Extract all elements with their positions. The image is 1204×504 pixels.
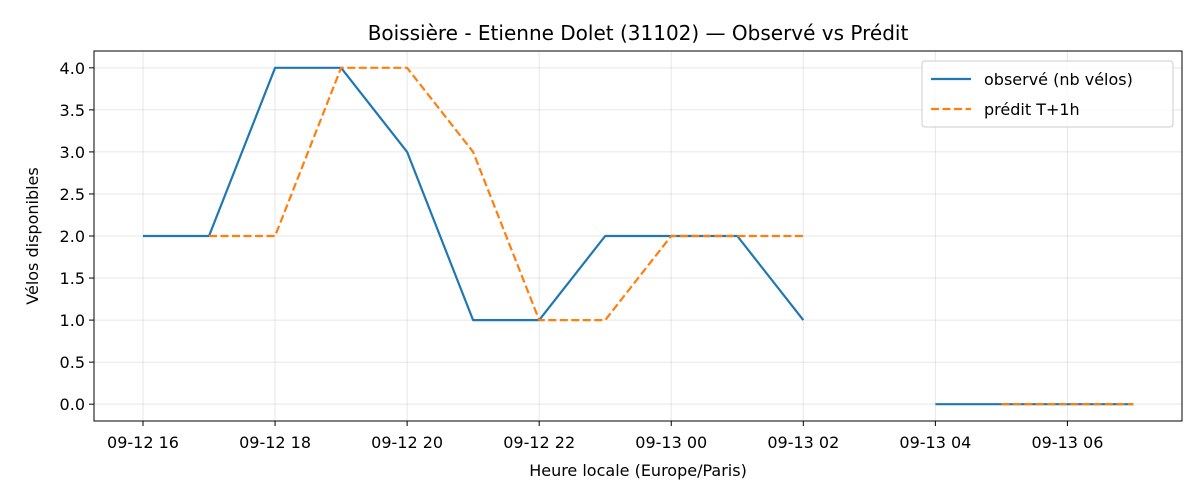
x-tick-label: 09-13 06 (1031, 433, 1103, 452)
series-line-predicted (209, 66, 1134, 406)
x-tick-label: 09-12 22 (503, 433, 575, 452)
x-tick-label: 09-12 20 (371, 433, 443, 452)
y-axis: 0.0 0.5 1.0 1.5 2.0 2.5 3.0 3.5 4.0 (60, 59, 94, 414)
y-tick-label: 0.5 (60, 353, 85, 372)
y-tick-label: 0.0 (60, 395, 85, 414)
legend-box (921, 60, 1174, 128)
x-axis-label: Heure locale (Europe/Paris) (529, 461, 747, 480)
grid (94, 51, 1182, 421)
y-axis-label: Vélos disponibles (23, 167, 42, 304)
chart-title: Boissière - Etienne Dolet (31102) — Obse… (368, 21, 909, 45)
y-tick-label: 1.5 (60, 269, 85, 288)
y-tick-label: 2.5 (60, 185, 85, 204)
y-tick-label: 1.0 (60, 311, 85, 330)
x-tick-label: 09-12 18 (239, 433, 311, 452)
y-tick-label: 4.0 (60, 59, 85, 78)
x-axis: 09-12 16 09-12 18 09-12 20 09-12 22 09-13 00… (107, 421, 1103, 452)
x-tick-label: 09-13 00 (635, 433, 707, 452)
legend-label-predicted: prédit T+1h (984, 100, 1080, 119)
legend: observé (nb vélos) prédit T+1h (921, 60, 1174, 128)
y-tick-label: 2.0 (60, 227, 85, 246)
x-tick-label: 09-13 04 (899, 433, 971, 452)
legend-label-observed: observé (nb vélos) (984, 70, 1133, 89)
y-tick-label: 3.0 (60, 143, 85, 162)
x-tick-label: 09-13 02 (767, 433, 839, 452)
x-tick-label: 09-12 16 (107, 433, 179, 452)
series-layer (143, 66, 1134, 406)
y-tick-label: 3.5 (60, 101, 85, 120)
